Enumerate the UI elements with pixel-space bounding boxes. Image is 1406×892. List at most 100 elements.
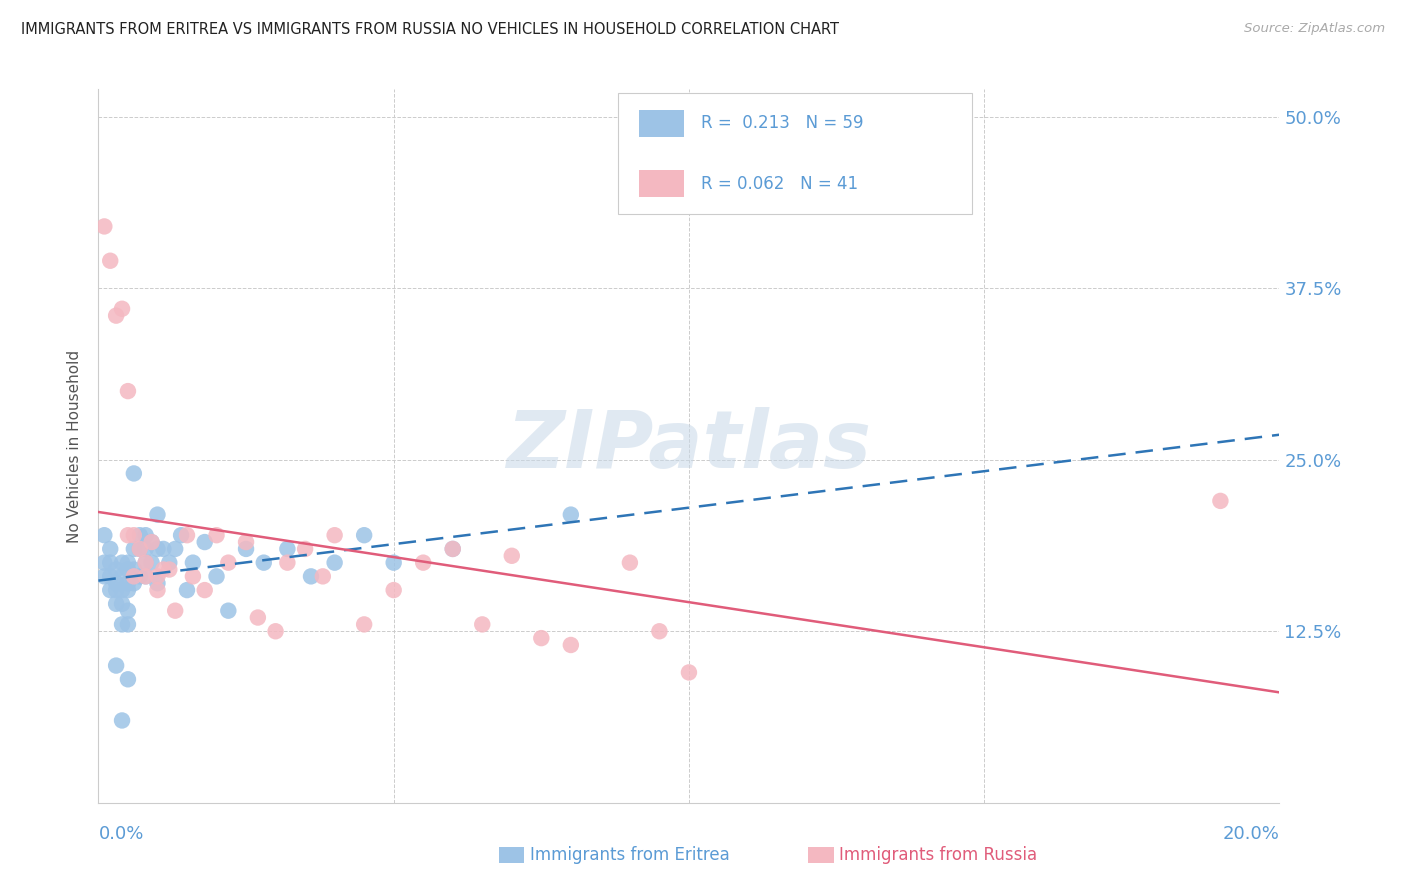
Point <box>122 569 145 583</box>
Point <box>105 576 128 591</box>
Point <box>176 583 198 598</box>
Point <box>165 604 187 618</box>
Point <box>276 556 298 570</box>
Point <box>128 541 150 556</box>
Point <box>117 583 139 598</box>
Point <box>105 583 128 598</box>
Point <box>128 569 150 583</box>
Point <box>382 583 405 598</box>
Point <box>146 569 169 583</box>
Point <box>146 541 169 556</box>
Point <box>117 384 139 398</box>
Point <box>128 528 150 542</box>
Point <box>471 617 494 632</box>
Point <box>105 562 128 576</box>
Text: 20.0%: 20.0% <box>1223 825 1279 843</box>
Point <box>276 541 298 556</box>
Point <box>111 556 134 570</box>
FancyBboxPatch shape <box>640 170 685 197</box>
Point <box>135 528 157 542</box>
Point <box>323 556 346 570</box>
Point <box>135 541 157 556</box>
Point <box>235 535 257 549</box>
Text: Immigrants from Russia: Immigrants from Russia <box>839 847 1038 864</box>
Point <box>217 556 239 570</box>
Point <box>111 617 134 632</box>
Point <box>246 610 269 624</box>
Point <box>353 617 375 632</box>
Point <box>117 604 139 618</box>
Point <box>501 549 523 563</box>
Point <box>146 508 169 522</box>
Point <box>98 541 121 556</box>
Point <box>135 569 157 583</box>
Point <box>205 528 228 542</box>
Point <box>117 556 139 570</box>
Point <box>111 583 134 598</box>
Point <box>141 535 163 549</box>
Point <box>181 556 204 570</box>
Point <box>122 562 145 576</box>
Point <box>98 556 121 570</box>
Point <box>98 583 121 598</box>
Y-axis label: No Vehicles in Household: No Vehicles in Household <box>67 350 83 542</box>
Point <box>93 219 115 234</box>
Point <box>93 528 115 542</box>
Point <box>181 569 204 583</box>
Point <box>560 508 582 522</box>
Point <box>1209 494 1232 508</box>
Point <box>93 569 115 583</box>
Point <box>194 535 217 549</box>
Text: R =  0.213   N = 59: R = 0.213 N = 59 <box>702 114 863 132</box>
Text: Source: ZipAtlas.com: Source: ZipAtlas.com <box>1244 22 1385 36</box>
Point <box>323 528 346 542</box>
Text: Immigrants from Eritrea: Immigrants from Eritrea <box>530 847 730 864</box>
Point <box>141 556 163 570</box>
Text: 0.0%: 0.0% <box>98 825 143 843</box>
Point <box>98 569 121 583</box>
Point <box>105 309 128 323</box>
Point <box>122 528 145 542</box>
Point <box>170 528 193 542</box>
Point <box>412 556 434 570</box>
Point <box>678 665 700 680</box>
Point <box>135 556 157 570</box>
Text: ZIPatlas: ZIPatlas <box>506 407 872 485</box>
Point <box>312 569 335 583</box>
Point <box>353 528 375 542</box>
Point <box>117 673 139 687</box>
Point <box>235 541 257 556</box>
Point <box>122 576 145 591</box>
Point <box>530 631 553 645</box>
Point <box>117 617 139 632</box>
Point <box>152 562 174 576</box>
Point <box>146 576 169 591</box>
Point <box>128 541 150 556</box>
Point <box>117 562 139 576</box>
Point <box>253 556 276 570</box>
Text: IMMIGRANTS FROM ERITREA VS IMMIGRANTS FROM RUSSIA NO VEHICLES IN HOUSEHOLD CORRE: IMMIGRANTS FROM ERITREA VS IMMIGRANTS FR… <box>21 22 839 37</box>
Point <box>205 569 228 583</box>
Point <box>217 604 239 618</box>
Point <box>122 541 145 556</box>
FancyBboxPatch shape <box>619 93 973 214</box>
Point <box>441 541 464 556</box>
Point <box>299 569 322 583</box>
Point <box>93 556 115 570</box>
Point <box>141 535 163 549</box>
Point <box>157 562 180 576</box>
Point <box>117 528 139 542</box>
Point <box>382 556 405 570</box>
Point <box>117 576 139 591</box>
Point <box>111 301 134 316</box>
Point <box>176 528 198 542</box>
Point <box>111 597 134 611</box>
Point <box>152 541 174 556</box>
Point <box>294 541 316 556</box>
Point <box>194 583 217 598</box>
Point <box>105 597 128 611</box>
Point <box>619 556 641 570</box>
Text: R = 0.062   N = 41: R = 0.062 N = 41 <box>702 175 858 193</box>
Point <box>560 638 582 652</box>
Point <box>98 253 121 268</box>
